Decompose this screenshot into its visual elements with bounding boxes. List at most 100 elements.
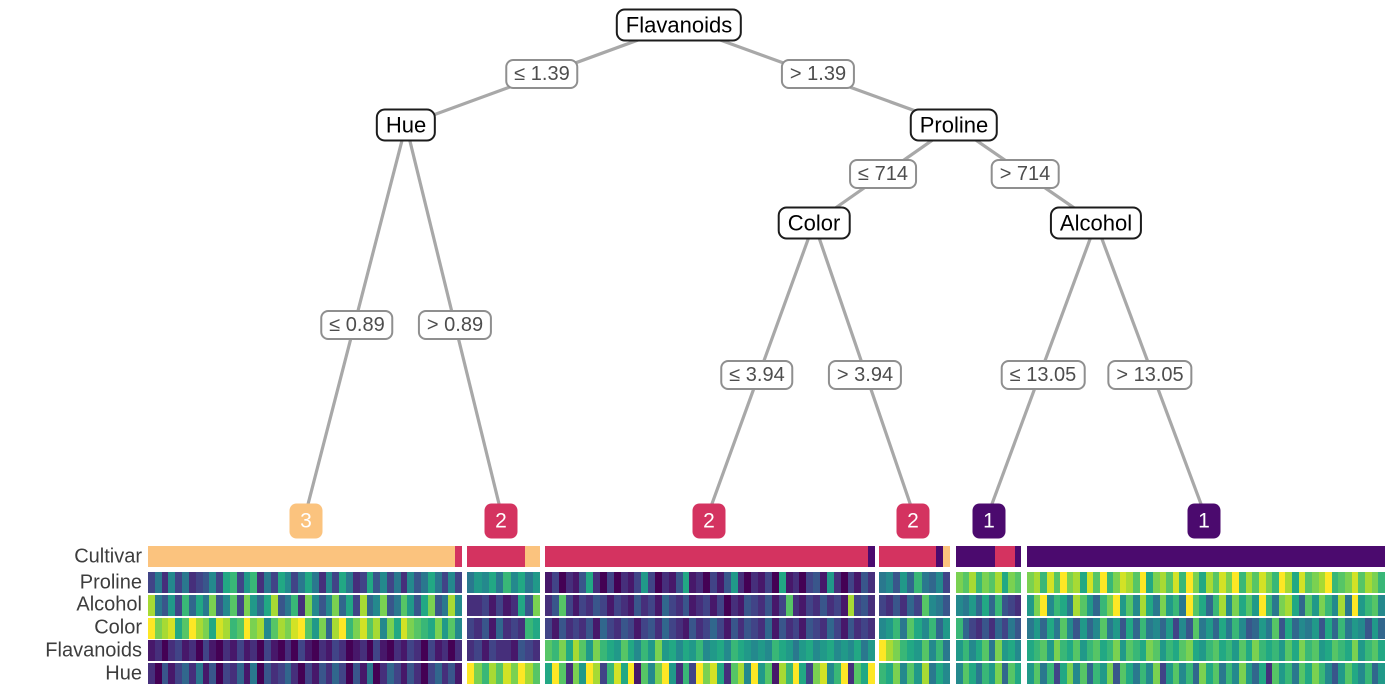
heatmap-cell [250,572,258,593]
heatmap-cell [716,663,724,684]
heatmap-cell [1152,572,1160,593]
heatmap-cell [1046,640,1054,662]
heatmap-cell [655,617,662,639]
heatmap-cell [1192,617,1200,639]
heatmap-cell [820,546,827,567]
heatmap-cell [593,572,600,593]
heatmap-cell [305,546,312,567]
heatmap-cell [1066,546,1074,567]
heatmap-cell [1186,617,1193,639]
heatmap-cell [586,640,594,662]
heatmap-cell [634,572,642,593]
heatmap-cell [1318,663,1326,684]
heatmap-cell [861,640,869,662]
heatmap-cell [175,617,183,639]
heatmap-cell [277,617,285,639]
heatmap-cell [1179,572,1186,593]
heatmap-cell [481,572,489,593]
heatmap-row-color [148,617,463,639]
heatmap-cell [682,617,690,639]
heatmap-cell [737,663,745,684]
heatmap-cell [1014,546,1021,567]
heatmap-cell [969,572,976,593]
heatmap-cell [648,546,655,567]
heatmap-cell [532,546,540,567]
heatmap-row-label-cultivar: Cultivar [74,545,142,567]
tree-split-label: ≤ 714 [849,159,917,189]
heatmap-cell [1311,617,1319,639]
heatmap-cell [400,572,408,593]
heatmap-cell [668,663,676,684]
heatmap-cell [854,640,862,662]
heatmap-cell [1305,640,1312,662]
heatmap-cell [448,640,456,662]
heatmap-cell [1272,640,1279,662]
heatmap-cell [264,572,271,593]
heatmap-cell [962,617,969,639]
heatmap-cell [1212,617,1220,639]
heatmap-cell [826,663,834,684]
heatmap-cell [600,546,607,567]
heatmap-cell [675,594,683,616]
heatmap-cell [675,640,683,662]
heatmap-cell [481,663,489,684]
heatmap-cell [1325,572,1332,593]
heatmap-cell [1113,640,1120,662]
heatmap-cell [969,640,976,662]
heatmap-row-color [467,617,540,639]
heatmap-cell [771,572,779,593]
heatmap-cell [1305,594,1312,616]
heatmap-cell [257,546,265,567]
heatmap-row-label-hue: Hue [105,662,142,684]
heatmap-cell [1106,640,1114,662]
heatmap-cell [606,546,614,567]
heatmap-cell [995,572,1002,593]
heatmap-cell [455,594,463,616]
heatmap-cell [593,546,600,567]
heatmap-cell [148,663,155,684]
heatmap-cell [441,663,449,684]
heatmap-cell [751,640,759,662]
heatmap-cell [1066,617,1074,639]
heatmap-cell [1252,617,1259,639]
heatmap-cell [277,572,285,593]
heatmap-cell [1172,617,1180,639]
heatmap-row-cultivar [467,546,540,567]
heatmap-cell [1073,663,1080,684]
heatmap-cell [168,617,176,639]
heatmap-cell [1060,640,1067,662]
heatmap-cell [893,594,901,616]
heatmap-cell [1008,594,1015,616]
heatmap-cell [1239,572,1246,593]
heatmap-cell [414,640,422,662]
heatmap-cell [744,546,752,567]
heatmap-cell [982,617,989,639]
heatmap-cell [154,572,162,593]
heatmap-cell [1159,663,1167,684]
heatmap-cell [600,663,607,684]
heatmap-cell [1046,617,1054,639]
heatmap-cell [606,572,614,593]
heatmap-cell [1298,546,1306,567]
heatmap-cell [854,617,862,639]
heatmap-cell [935,640,943,662]
heatmap-cell [427,594,435,616]
heatmap-cell [813,572,820,593]
heatmap-cell [1027,594,1034,616]
heatmap-cell [532,663,540,684]
heatmap-cell [1073,546,1080,567]
heatmap-row-alcohol [148,594,463,616]
heatmap-cell [956,640,963,662]
heatmap-cell [620,594,628,616]
heatmap-cell [655,572,662,593]
heatmap-cell [270,546,278,567]
heatmap-cell [1331,594,1339,616]
heatmap-cell [995,640,1002,662]
heatmap-cell [1331,572,1339,593]
heatmap-cell [988,546,995,567]
heatmap-cell [332,572,340,593]
heatmap-cell [586,617,594,639]
heatmap-cell [223,546,230,567]
heatmap-cell [1378,594,1385,616]
heatmap-cell [868,640,875,662]
